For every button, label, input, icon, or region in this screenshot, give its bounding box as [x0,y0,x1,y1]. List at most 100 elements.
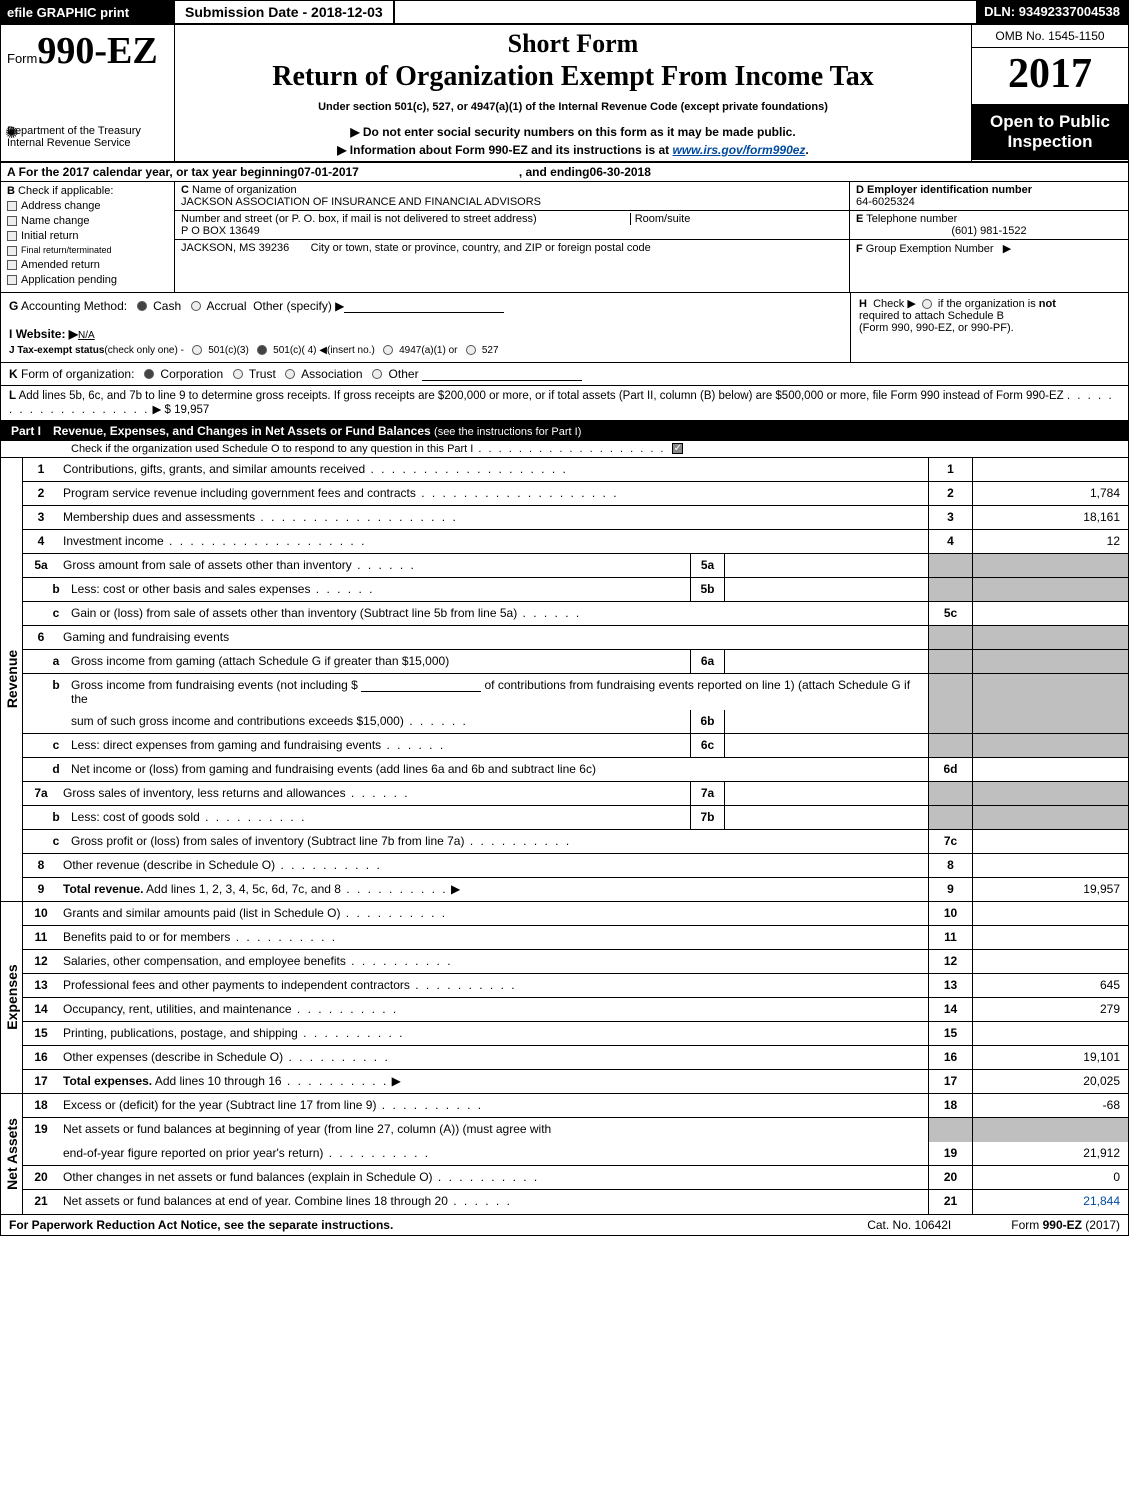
topbar: efile GRAPHIC print Submission Date - 20… [1,1,1128,25]
d: Printing, publications, postage, and shi… [63,1026,298,1040]
d: Gross income from fundraising events (no… [71,678,361,692]
part1-check-text: Check if the organization used Schedule … [71,443,473,455]
return-title: Return of Organization Exempt From Incom… [179,61,967,93]
row-rv [972,578,1128,601]
row-rn: 12 [928,950,972,973]
group-exemption-cell: F Group Exemption Number ▶ [850,240,1128,257]
d: Gross sales of inventory, less returns a… [63,786,346,800]
row-rn [928,806,972,829]
other-org-field[interactable] [422,368,582,381]
row-rv [972,782,1128,805]
mid-n: 7a [690,782,724,805]
blank [23,758,45,781]
radio-label: 501(c)( 4) ◀(insert no.) [273,345,375,356]
dots [230,930,337,944]
submission-date-label: Submission Date - [185,4,311,20]
row-rv [972,674,1128,710]
row-17: 17Total expenses. Add lines 10 through 1… [23,1070,1128,1094]
checkbox-icon [7,275,17,285]
header-right: OMB No. 1545-1150 2017 Open to Public In… [972,25,1128,161]
row-7c: cGross profit or (loss) from sales of in… [23,830,1128,854]
d: Grants and similar amounts paid (list in… [63,906,340,920]
d: Gain or (loss) from sale of assets other… [71,606,517,620]
l-text: Add lines 5b, 6c, and 7b to line 9 to de… [19,390,1064,402]
k-label: Form of organization: [21,367,134,381]
radio-4947[interactable] [383,345,393,355]
org-city: JACKSON, MS 39236 [181,242,289,254]
d: Total expenses. [63,1074,152,1088]
row-rn [928,782,972,805]
radio-501c3[interactable] [192,345,202,355]
chk-initial-return[interactable]: Initial return [7,230,168,242]
radio-corporation[interactable] [144,369,154,379]
h-pre: Check ▶ [873,298,919,310]
row-num: 9 [23,878,59,901]
checkbox-icon [7,216,17,226]
d: Occupancy, rent, utilities, and maintena… [63,1002,292,1016]
dots [473,443,665,455]
instructions-link[interactable]: www.irs.gov/form990ez [672,143,805,157]
radio-accrual[interactable] [191,301,201,311]
row-desc: Gain or (loss) from sale of assets other… [67,602,928,625]
instructions-link-line: ▶ Information about Form 990-EZ and its … [179,143,967,157]
expenses-side-label: Expenses [1,902,23,1094]
d: Program service revenue including govern… [63,486,416,500]
part1-label: Part I [11,424,53,438]
row-rn: 11 [928,926,972,949]
row-rn [928,578,972,601]
row-16: 16Other expenses (describe in Schedule O… [23,1046,1128,1070]
row-desc: Gross profit or (loss) from sales of inv… [67,830,928,853]
chk-name-change[interactable]: Name change [7,215,168,227]
other-specify-field[interactable] [344,300,504,313]
dots [282,1074,389,1088]
radio-cash[interactable] [137,301,147,311]
row-6: 6Gaming and fundraising events [23,626,1128,650]
row-num: 15 [23,1022,59,1045]
row-rv: 645 [972,974,1128,997]
radio-527[interactable] [466,345,476,355]
row-num: 12 [23,950,59,973]
row-6d: dNet income or (loss) from gaming and fu… [23,758,1128,782]
department: Department of the Treasury [7,125,168,137]
row-num: 19 [23,1118,59,1142]
row-desc: Printing, publications, postage, and shi… [59,1022,928,1045]
dots [341,882,448,896]
row-num: 2 [23,482,59,505]
form-990ez-page: efile GRAPHIC print Submission Date - 20… [0,0,1129,1236]
row-num: 17 [23,1070,59,1093]
chk-address-change[interactable]: Address change [7,200,168,212]
row-desc: Membership dues and assessments [59,506,928,529]
mid-n: 5a [690,554,724,577]
row-rn: 16 [928,1046,972,1069]
radio-label: Other (specify) ▶ [253,299,344,313]
h-text2: required to attach Schedule B [859,310,1004,322]
org-city-cell: JACKSON, MS 39236 City or town, state or… [175,240,849,256]
row-num: 5a [23,554,59,577]
row-rv: 21,844 [972,1190,1128,1214]
chk-application-pending[interactable]: Application pending [7,274,168,286]
row-rv [972,734,1128,757]
radio-association[interactable] [285,369,295,379]
radio-other[interactable] [372,369,382,379]
row-12: 12Salaries, other compensation, and empl… [23,950,1128,974]
chk-amended-return[interactable]: Amended return [7,259,168,271]
part1-header: Part I Revenue, Expenses, and Changes in… [1,421,1128,441]
row-rv [972,1118,1128,1142]
d-label: Employer identification number [867,184,1032,196]
radio-501c[interactable] [257,345,267,355]
gh-left: G Accounting Method: Cash Accrual Other … [1,293,850,362]
efile-print-button[interactable]: efile GRAPHIC print [1,1,175,23]
c-addr-label: Number and street (or P. O. box, if mail… [181,213,537,225]
chk-final-return[interactable]: Final return/terminated [7,245,168,256]
row-num: b [45,674,67,710]
fundraising-amount-field[interactable] [361,679,481,692]
d: Gross income from gaming (attach Schedul… [71,654,449,668]
netassets-section: Net Assets 18Excess or (deficit) for the… [1,1094,1128,1214]
row-rn: 6d [928,758,972,781]
checkbox-h[interactable] [922,299,932,309]
radio-trust[interactable] [233,369,243,379]
row-desc: Occupancy, rent, utilities, and maintena… [59,998,928,1021]
mid-v [724,650,928,673]
schedule-o-checkbox[interactable] [672,443,683,454]
blank [23,578,45,601]
